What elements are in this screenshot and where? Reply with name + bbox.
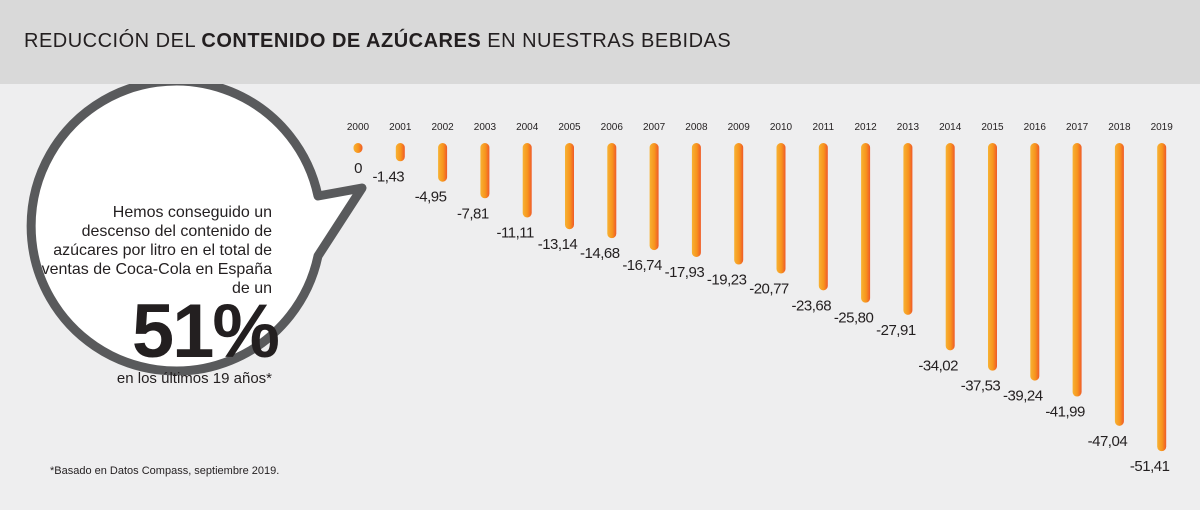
title-suffix: EN NUESTRAS BEBIDAS bbox=[481, 30, 732, 52]
year-label: 2017 bbox=[1066, 122, 1089, 133]
bar bbox=[607, 143, 617, 239]
title-prefix: REDUCCIÓN DEL bbox=[24, 30, 202, 52]
bar bbox=[522, 143, 532, 218]
value-label: -20,77 bbox=[749, 280, 789, 297]
value-label: -13,14 bbox=[538, 236, 578, 253]
year-label: 2011 bbox=[813, 122, 835, 133]
year-label: 2015 bbox=[981, 122, 1004, 133]
value-label: -27,91 bbox=[876, 322, 916, 339]
bar bbox=[988, 143, 997, 371]
year-label: 2016 bbox=[1024, 122, 1047, 133]
header-bar: REDUCCIÓN DEL CONTENIDO DE AZÚCARES EN N… bbox=[0, 0, 1200, 84]
year-label: 2008 bbox=[685, 122, 708, 133]
bar bbox=[649, 143, 659, 251]
bar bbox=[1030, 143, 1040, 381]
headline-percentage: 51% bbox=[131, 289, 280, 374]
speech-bubble bbox=[26, 84, 367, 376]
year-label: 2014 bbox=[939, 122, 962, 133]
year-label: 2001 bbox=[389, 122, 412, 133]
value-label: -19,23 bbox=[707, 272, 747, 289]
year-label: 2003 bbox=[474, 122, 497, 133]
year-label: 2005 bbox=[558, 122, 581, 133]
bar bbox=[1157, 143, 1167, 452]
bar bbox=[691, 143, 701, 257]
bar bbox=[818, 143, 828, 291]
value-label: -11,11 bbox=[497, 224, 534, 241]
year-label: 2019 bbox=[1151, 122, 1174, 133]
value-label: -25,80 bbox=[834, 310, 874, 327]
bubble-text: Hemos conseguido un descenso del conteni… bbox=[41, 204, 272, 297]
value-label: -7,81 bbox=[457, 205, 489, 222]
bar bbox=[565, 143, 574, 230]
value-label: -37,53 bbox=[961, 378, 1001, 395]
year-label: 2006 bbox=[601, 122, 624, 133]
year-label: 2013 bbox=[897, 122, 920, 133]
bar bbox=[861, 143, 871, 303]
year-label: 2007 bbox=[643, 122, 666, 133]
value-label: -4,95 bbox=[415, 189, 447, 206]
bar bbox=[1114, 143, 1124, 426]
bar bbox=[734, 143, 744, 265]
value-label: -14,68 bbox=[580, 245, 620, 262]
bar bbox=[395, 143, 405, 162]
value-label: -34,02 bbox=[918, 357, 958, 374]
year-label: 2004 bbox=[516, 122, 539, 133]
value-label: -23,68 bbox=[792, 297, 832, 314]
year-label: 2009 bbox=[728, 122, 751, 133]
value-label: -17,93 bbox=[665, 264, 705, 281]
bar bbox=[776, 143, 786, 274]
bar bbox=[480, 143, 490, 199]
year-label: 2018 bbox=[1108, 122, 1131, 133]
value-label: -1,43 bbox=[372, 168, 404, 185]
bar bbox=[438, 143, 448, 182]
speech-bubble-outline bbox=[26, 84, 367, 376]
bar bbox=[353, 143, 363, 153]
bar bbox=[903, 143, 913, 315]
bar bbox=[945, 143, 955, 351]
value-label: -41,99 bbox=[1045, 404, 1085, 421]
year-label: 2000 bbox=[347, 122, 370, 133]
value-label: -16,74 bbox=[622, 257, 662, 274]
title-bold: CONTENIDO DE AZÚCARES bbox=[201, 30, 482, 52]
bubble-subtext: en los últimos 19 años* bbox=[116, 370, 272, 387]
value-label: -51,41 bbox=[1130, 458, 1170, 475]
value-label: -47,04 bbox=[1088, 433, 1128, 450]
page-title: REDUCCIÓN DEL CONTENIDO DE AZÚCARES EN N… bbox=[24, 30, 731, 53]
bar bbox=[1072, 143, 1082, 397]
year-label: 2002 bbox=[431, 122, 454, 133]
year-label: 2012 bbox=[854, 122, 877, 133]
value-label: 0 bbox=[354, 160, 362, 177]
value-label: -39,24 bbox=[1003, 388, 1043, 405]
year-label: 2010 bbox=[770, 122, 793, 133]
footnote: *Basado en Datos Compass, septiembre 201… bbox=[50, 465, 280, 477]
